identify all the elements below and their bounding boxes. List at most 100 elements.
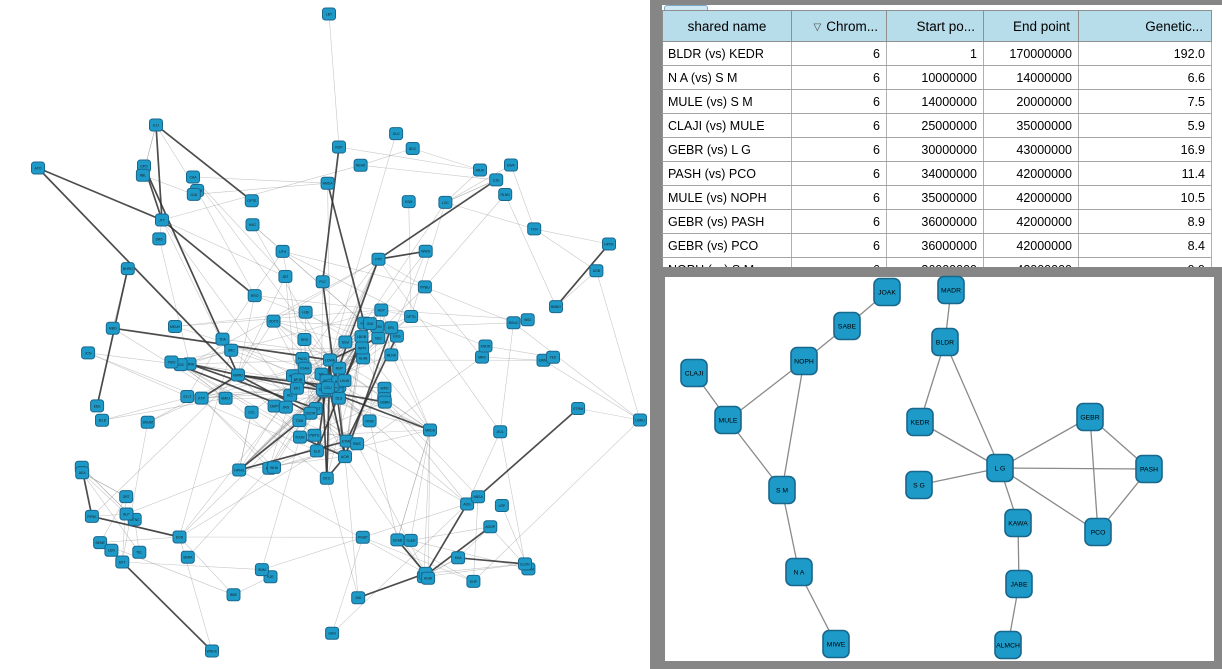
overview-node[interactable]: ARJK: [473, 163, 487, 177]
table-row[interactable]: MULE (vs) S M 6 14000000 20000000 7.5: [662, 89, 1212, 114]
overview-node[interactable]: WHA: [267, 460, 281, 474]
overview-node[interactable]: KTP: [194, 391, 209, 405]
table-row[interactable]: GEBR (vs) PASH 6 36000000 42000000 8.9: [662, 209, 1212, 234]
overview-node[interactable]: MADS: [423, 423, 437, 437]
overview-node[interactable]: UTH: [275, 244, 290, 258]
overview-node[interactable]: KJAH: [297, 361, 312, 375]
detail-node-kawa[interactable]: KAWA: [1004, 508, 1032, 538]
overview-node[interactable]: RJUN: [293, 430, 307, 444]
overview-node[interactable]: GSBN: [377, 395, 392, 409]
overview-node[interactable]: MEUH: [168, 320, 182, 333]
overview-node[interactable]: TDA: [215, 332, 230, 346]
overview-node[interactable]: DNUM: [140, 415, 155, 429]
overview-node[interactable]: WSJ: [520, 313, 535, 327]
overview-node[interactable]: EKT: [115, 555, 130, 569]
overview-node[interactable]: KKA: [451, 551, 466, 565]
detail-node-pash[interactable]: PASH: [1135, 454, 1163, 484]
overview-node[interactable]: WPR: [355, 341, 369, 355]
detail-node-pco[interactable]: PCO: [1084, 517, 1112, 547]
overview-node[interactable]: HJB: [298, 305, 313, 319]
overview-node[interactable]: ACW: [338, 450, 352, 464]
detail-node-almch[interactable]: ALMCH: [994, 630, 1022, 660]
detail-node-sabe[interactable]: SABE: [833, 311, 861, 341]
table-row[interactable]: GEBR (vs) L G 6 30000000 43000000 16.9: [662, 137, 1212, 162]
overview-node[interactable]: LGC: [438, 195, 453, 209]
overview-node[interactable]: STLT: [180, 390, 195, 403]
detail-node-s-g[interactable]: S G: [905, 470, 933, 500]
detail-node-kedr[interactable]: KEDR: [906, 407, 934, 437]
overview-node[interactable]: SNM: [254, 563, 269, 577]
overview-node[interactable]: AEA: [75, 466, 90, 480]
overview-node[interactable]: BDC: [405, 142, 420, 155]
tab-fragment[interactable]: [664, 5, 708, 10]
overview-node[interactable]: EHP: [466, 574, 481, 588]
overview-node[interactable]: JBT: [278, 270, 293, 283]
overview-node[interactable]: RUP: [332, 361, 347, 375]
overview-node[interactable]: BENE: [93, 536, 108, 550]
overview-node[interactable]: RBL: [135, 168, 150, 182]
detail-node-mule[interactable]: MULE: [714, 405, 742, 435]
overview-node[interactable]: OPTE: [244, 194, 259, 208]
overview-node[interactable]: AOGP: [483, 520, 498, 534]
overview-node[interactable]: MLNK: [384, 348, 399, 362]
overview-node[interactable]: KNOR: [478, 339, 493, 353]
detail-node-madr[interactable]: MADR: [937, 275, 965, 305]
overview-node[interactable]: BMBO: [549, 300, 563, 314]
overview-node[interactable]: TDW: [292, 414, 307, 428]
column-header-chromosome[interactable]: ▽ Chrom...: [791, 10, 887, 42]
overview-node[interactable]: LBT: [322, 7, 336, 21]
overview-node[interactable]: MBO: [105, 321, 120, 335]
overview-node[interactable]: HPDK: [602, 237, 616, 251]
overview-node[interactable]: MRS: [475, 350, 489, 364]
overview-node[interactable]: HAC: [245, 218, 260, 232]
table-row[interactable]: GEBR (vs) PCO 6 36000000 42000000 8.4: [662, 233, 1212, 258]
overview-node[interactable]: EOD: [172, 530, 187, 544]
overview-node[interactable]: PPBU: [417, 280, 432, 294]
overview-node[interactable]: AGW: [421, 571, 436, 585]
overview-node[interactable]: ACP: [374, 303, 389, 317]
overview-node[interactable]: ODTO: [266, 314, 281, 328]
overview-node[interactable]: BHRO: [120, 262, 135, 276]
overview-node[interactable]: AGB: [589, 264, 604, 278]
overview-node[interactable]: JUK: [351, 591, 366, 605]
overview-node[interactable]: MWRJ: [231, 368, 245, 382]
overview-node[interactable]: TCN: [527, 222, 542, 236]
column-header-end-point[interactable]: End point: [983, 10, 1079, 42]
overview-node[interactable]: WWG: [418, 244, 433, 258]
detail-node-n-a[interactable]: N A: [785, 557, 813, 587]
overview-node[interactable]: OLS: [331, 391, 346, 405]
column-header-start-position[interactable]: Start po...: [886, 10, 984, 42]
overview-node[interactable]: RLNG: [498, 188, 513, 201]
table-row[interactable]: PASH (vs) PCO 6 34000000 42000000 11.4: [662, 161, 1212, 186]
table-row[interactable]: CLAJI (vs) MULE 6 25000000 35000000 5.9: [662, 113, 1212, 138]
overview-node[interactable]: ROP: [332, 140, 346, 154]
overview-node[interactable]: PTP: [371, 252, 386, 266]
detail-node-joak[interactable]: JOAK: [873, 277, 901, 307]
overview-node[interactable]: GEN: [325, 626, 340, 640]
overview-node[interactable]: JMC: [224, 343, 239, 357]
overview-node[interactable]: ROW: [362, 414, 377, 428]
overview-node[interactable]: JELB: [95, 413, 109, 427]
overview-node[interactable]: JRG: [278, 400, 293, 414]
overview-node[interactable]: TEL: [132, 545, 147, 559]
overview-node[interactable]: LKLW: [337, 374, 352, 388]
overview-node[interactable]: CCL: [244, 405, 259, 419]
overview-node[interactable]: RWC: [350, 437, 365, 451]
overview-node[interactable]: SGU: [338, 335, 353, 349]
detail-node-noph[interactable]: NOPH: [790, 346, 818, 376]
overview-node[interactable]: DPTD: [404, 310, 419, 323]
overview-node[interactable]: CCU: [320, 381, 335, 395]
overview-node[interactable]: GJA: [186, 187, 201, 201]
overview-node[interactable]: EWK: [504, 158, 518, 172]
detail-node-bldr[interactable]: BLDR: [931, 327, 959, 357]
overview-node[interactable]: AOG: [460, 497, 475, 511]
overview-node[interactable]: SMKJ: [218, 391, 233, 405]
overview-node[interactable]: SOAB: [390, 533, 405, 547]
overview-node[interactable]: NSJ: [371, 331, 386, 345]
overview-node[interactable]: JTT: [155, 213, 169, 227]
overview-node[interactable]: LBGB: [354, 330, 369, 344]
overview-node[interactable]: WNOC: [205, 644, 219, 658]
overview-node[interactable]: CAA: [186, 170, 200, 184]
detail-node-claji[interactable]: CLAJI: [680, 358, 708, 388]
overview-node[interactable]: JKJL: [493, 425, 508, 439]
